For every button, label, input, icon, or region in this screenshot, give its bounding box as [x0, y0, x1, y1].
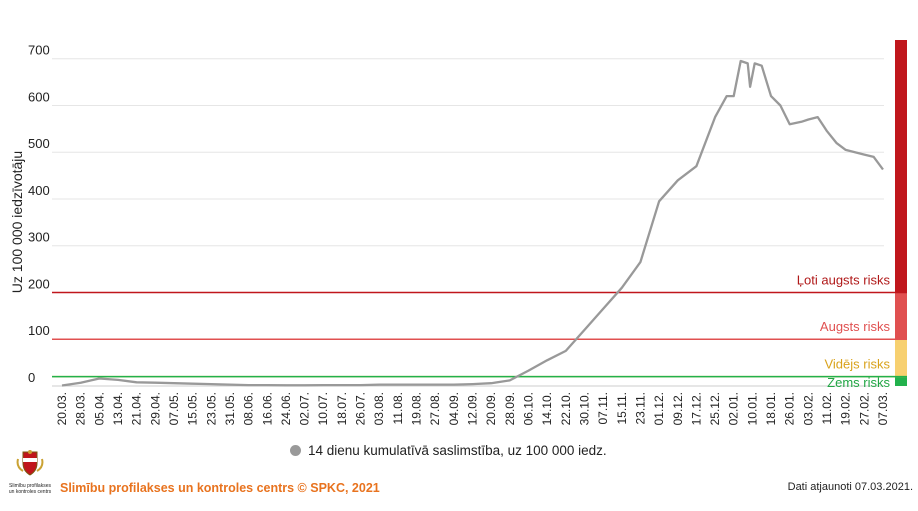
x-tick-label: 07.03. [876, 392, 890, 425]
x-tick-label: 15.05. [186, 392, 200, 425]
risk-band [895, 376, 907, 386]
x-tick-label: 22.10. [559, 392, 573, 425]
y-axis-label: Uz 100 000 iedzīvotāju [9, 151, 25, 293]
x-tick-label: 30.10. [577, 392, 591, 425]
x-axis-ticks: 20.03. 28.03. 05.04. 13.04. 21.04. 29.04. 07.0… [55, 392, 890, 425]
x-tick-label: 27.02. [857, 392, 871, 425]
x-tick-label: 15.11. [615, 392, 629, 424]
risk-band [895, 292, 907, 340]
x-tick-label: 02.07. [298, 392, 312, 425]
x-tick-label: 10.07. [316, 392, 330, 425]
x-tick-label: 17.12. [689, 392, 703, 425]
logo: Slimību profilakses un kontroles centrs [8, 449, 52, 495]
threshold-lines: Ļoti augsts risks Augsts risks Vidējs risk… [52, 272, 907, 390]
y-tick-label: 0 [28, 370, 35, 385]
series-line [61, 59, 884, 387]
x-tick-label: 11.08. [391, 392, 405, 424]
legend-marker [290, 445, 301, 456]
x-tick-label: 13.04. [111, 392, 125, 425]
y-axis-ticks: 0 100 200 300 400 500 600 700 [28, 43, 50, 385]
x-tick-label: 08.06. [242, 392, 256, 425]
x-tick-label: 29.04. [148, 392, 162, 425]
y-tick-label: 700 [28, 43, 50, 58]
x-tick-label: 23.11. [633, 392, 647, 424]
x-tick-label: 25.12. [708, 392, 722, 425]
x-tick-label: 28.09. [503, 392, 517, 425]
footer-organization: Slimību profilakses un kontroles centrs … [60, 481, 380, 495]
x-tick-label: 14.10. [540, 392, 554, 425]
x-tick-label: 19.08. [410, 392, 424, 425]
x-tick-label: 04.09. [447, 392, 461, 425]
series-group [61, 59, 884, 387]
x-tick-label: 10.01. [745, 392, 759, 425]
risk-bands [895, 40, 907, 386]
y-tick-label: 200 [28, 276, 50, 291]
y-tick-label: 500 [28, 136, 50, 151]
grid-lines [52, 58, 884, 387]
logo-text: Slimību profilakses un kontroles centrs [8, 483, 52, 495]
x-tick-label: 23.05. [204, 392, 218, 425]
risk-band [895, 339, 907, 377]
x-tick-label: 09.12. [671, 392, 685, 425]
x-tick-label: 18.07. [335, 392, 349, 425]
x-tick-label: 27.08. [428, 392, 442, 425]
x-tick-label: 03.02. [801, 392, 815, 425]
x-tick-label: 26.07. [354, 392, 368, 425]
risk-label: Augsts risks [820, 319, 891, 334]
x-tick-label: 26.01. [783, 392, 797, 425]
y-tick-label: 100 [28, 323, 50, 338]
legend: 14 dienu kumulatīvā saslimstība, uz 100 … [290, 443, 607, 458]
x-tick-label: 19.02. [839, 392, 853, 425]
legend-label: 14 dienu kumulatīvā saslimstība, uz 100 … [308, 443, 607, 458]
risk-label: Zems risks [827, 375, 890, 390]
x-tick-label: 16.06. [260, 392, 274, 425]
x-tick-label: 03.08. [372, 392, 386, 425]
x-tick-label: 31.05. [223, 392, 237, 425]
coat-of-arms-icon [16, 450, 44, 476]
x-tick-label: 18.01. [764, 392, 778, 425]
footer-updated: Dati atjaunoti 07.03.2021. [787, 481, 913, 493]
y-tick-label: 600 [28, 89, 50, 104]
x-tick-label: 07.05. [167, 392, 181, 425]
x-tick-label: 01.12. [652, 392, 666, 425]
x-tick-label: 06.10. [521, 392, 535, 425]
x-tick-label: 11.02. [820, 392, 834, 424]
x-tick-label: 21.04. [130, 392, 144, 425]
risk-label: Vidējs risks [824, 357, 890, 372]
x-tick-label: 20.03. [55, 392, 69, 425]
y-tick-label: 400 [28, 183, 50, 198]
risk-label: Ļoti augsts risks [797, 272, 891, 287]
y-tick-label: 300 [28, 230, 50, 245]
x-tick-label: 05.04. [92, 392, 106, 425]
x-tick-label: 20.09. [484, 392, 498, 425]
x-tick-label: 24.06. [279, 392, 293, 425]
x-tick-label: 02.01. [727, 392, 741, 425]
x-tick-label: 07.11. [596, 392, 610, 424]
risk-band [895, 40, 907, 293]
x-tick-label: 12.09. [466, 392, 480, 425]
x-tick-label: 28.03. [74, 392, 88, 425]
